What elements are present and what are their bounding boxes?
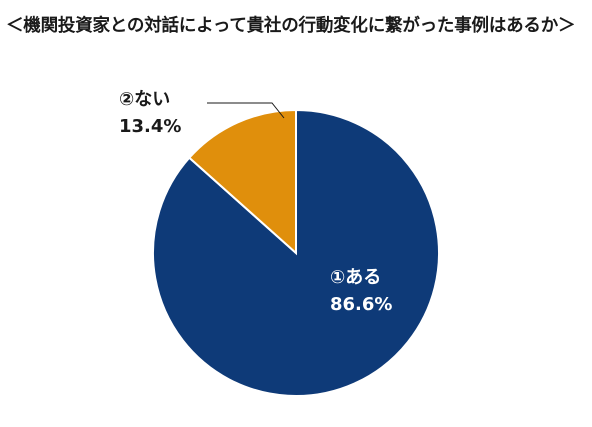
pie-slices bbox=[152, 108, 440, 397]
chart-title: ＜機関投資家との対話によって貴社の行動変化に繋がった事例はあるか＞ bbox=[6, 16, 576, 36]
slice-value-aru: 86.6% bbox=[330, 294, 392, 315]
pie-slice-2 bbox=[187, 108, 297, 256]
slice-label-aru: ①ある bbox=[330, 267, 381, 288]
slice-value-nai: 13.4% bbox=[119, 116, 181, 137]
slice-label-nai: ②ない bbox=[119, 89, 170, 110]
leader-line bbox=[207, 102, 285, 119]
